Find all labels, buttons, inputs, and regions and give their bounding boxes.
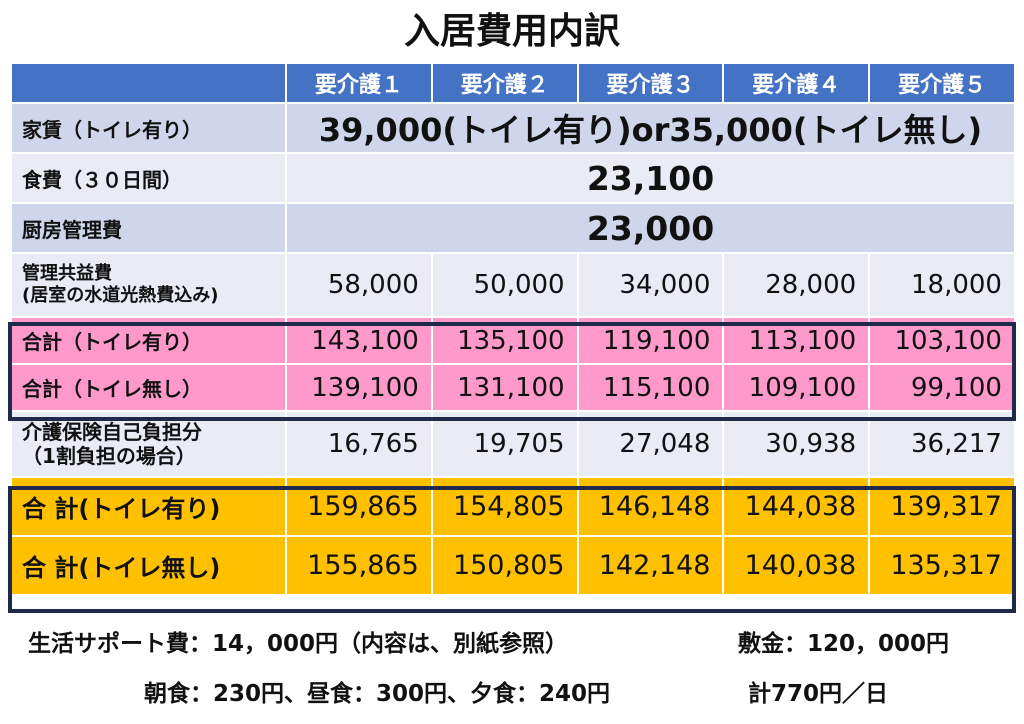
meal-fee-note: 朝食：230円、昼食：300円、夕食：240円 — [144, 681, 611, 707]
subtotal-with-value-2: 135,100 — [430, 316, 579, 365]
header-corner — [10, 62, 287, 104]
mgmt-value-3: 34,000 — [576, 252, 725, 318]
subtotal-with-value-3: 119,100 — [576, 316, 725, 365]
header-care-level-2: 要介護２ — [430, 62, 579, 104]
insurance-row: 介護保険自己負担分 （1割負担の場合） 16,765 19,705 27,048… — [10, 410, 1016, 478]
insurance-value-3: 27,048 — [576, 410, 725, 478]
subtotal-without-label: 合計（トイレ無し） — [10, 363, 287, 412]
total-with-value-2: 154,805 — [430, 476, 579, 537]
subtotal-without-value-3: 115,100 — [576, 363, 725, 412]
total-without-value-3: 142,148 — [576, 535, 725, 596]
mgmt-value-2: 50,000 — [430, 252, 579, 318]
header-row: 要介護１ 要介護２ 要介護３ 要介護４ 要介護５ — [10, 62, 1016, 104]
food-label: 食費（３０日間） — [10, 152, 287, 204]
support-fee-note: 生活サポート費：14，000円（内容は、別紙参照） — [28, 631, 569, 657]
mgmt-label-line2: (居室の水道光熱費込み) — [22, 285, 219, 306]
insurance-value-4: 30,938 — [722, 410, 871, 478]
total-without-value-1: 155,865 — [285, 535, 433, 596]
subtotal-with-value-1: 143,100 — [285, 316, 433, 365]
food-value: 23,100 — [285, 152, 1016, 204]
subtotal-without-value-1: 139,100 — [285, 363, 433, 412]
mgmt-value-5: 18,000 — [868, 252, 1016, 318]
page-title: 入居費用内訳 — [403, 11, 620, 52]
total-without-value-2: 150,805 — [430, 535, 579, 596]
subtotal-without-value-2: 131,100 — [430, 363, 579, 412]
insurance-label: 介護保険自己負担分 （1割負担の場合） — [10, 410, 287, 478]
total-with-value-4: 144,038 — [722, 476, 871, 537]
mgmt-label-line1: 管理共益費 — [22, 263, 112, 284]
total-with-label: 合 計(トイレ有り) — [10, 476, 287, 537]
insurance-value-2: 19,705 — [430, 410, 579, 478]
header-care-level-4: 要介護４ — [722, 62, 871, 104]
insurance-value-1: 16,765 — [285, 410, 433, 478]
total-without-value-5: 135,317 — [868, 535, 1016, 596]
insurance-label-line2: （1割負担の場合） — [22, 444, 196, 468]
header-care-level-3: 要介護３ — [576, 62, 725, 104]
mgmt-label: 管理共益費 (居室の水道光熱費込み) — [10, 252, 287, 318]
mgmt-value-4: 28,000 — [722, 252, 871, 318]
insurance-label-line1: 介護保険自己負担分 — [22, 420, 202, 444]
mgmt-value-1: 58,000 — [285, 252, 433, 318]
total-with-value-5: 139,317 — [868, 476, 1016, 537]
total-with-value-1: 159,865 — [285, 476, 433, 537]
insurance-value-5: 36,217 — [868, 410, 1016, 478]
header-care-level-1: 要介護１ — [285, 62, 433, 104]
total-without-toilet-row: 合 計(トイレ無し) 155,865 150,805 142,148 140,0… — [10, 535, 1016, 596]
subtotal-with-toilet-row: 合計（トイレ有り） 143,100 135,100 119,100 113,10… — [10, 316, 1016, 365]
deposit-note: 敷金：120，000円 — [738, 631, 950, 657]
kitchen-row: 厨房管理費 23,000 — [10, 202, 1016, 254]
mgmt-row: 管理共益費 (居室の水道光熱費込み) 58,000 50,000 34,000 … — [10, 252, 1016, 318]
food-row: 食費（３０日間） 23,100 — [10, 152, 1016, 204]
header-care-level-5: 要介護５ — [868, 62, 1016, 104]
total-with-toilet-row: 合 計(トイレ有り) 159,865 154,805 146,148 144,0… — [10, 476, 1016, 537]
subtotal-with-label: 合計（トイレ有り） — [10, 316, 287, 365]
subtotal-with-value-5: 103,100 — [868, 316, 1016, 365]
kitchen-value: 23,000 — [285, 202, 1016, 254]
kitchen-label: 厨房管理費 — [10, 202, 287, 254]
total-without-label: 合 計(トイレ無し) — [10, 535, 287, 596]
rent-row: 家賃（トイレ有り） 39,000(トイレ有り)or35,000(トイレ無し) — [10, 102, 1016, 154]
subtotal-with-value-4: 113,100 — [722, 316, 871, 365]
total-with-value-3: 146,148 — [576, 476, 725, 537]
total-without-value-4: 140,038 — [722, 535, 871, 596]
subtotal-without-toilet-row: 合計（トイレ無し） 139,100 131,100 115,100 109,10… — [10, 363, 1016, 412]
subtotal-without-value-5: 99,100 — [868, 363, 1016, 412]
rent-value: 39,000(トイレ有り)or35,000(トイレ無し) — [285, 102, 1016, 154]
cost-breakdown-table: 要介護１ 要介護２ 要介護３ 要介護４ 要介護５ 家賃（トイレ有り） 39,00… — [10, 62, 1016, 596]
subtotal-without-value-4: 109,100 — [722, 363, 871, 412]
rent-label: 家賃（トイレ有り） — [10, 102, 287, 154]
meal-daily-total-note: 計770円／日 — [748, 681, 889, 707]
